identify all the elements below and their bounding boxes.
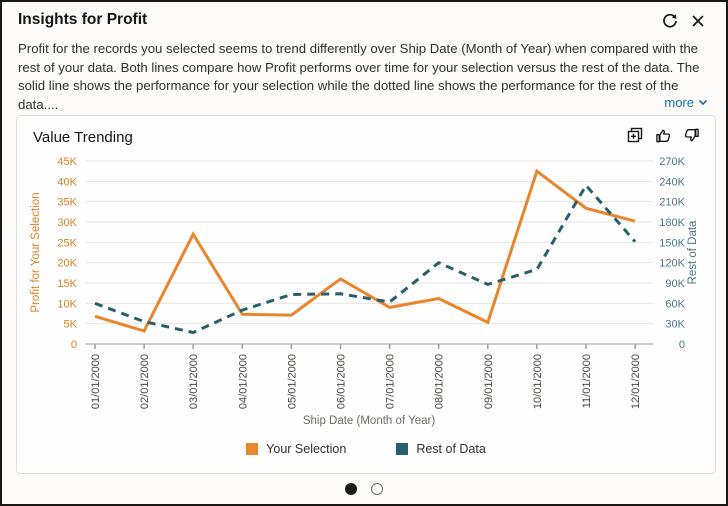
x-axis-tick-label: 01/01/2000 [90, 354, 102, 409]
right-axis-tick-label: 0 [679, 339, 685, 351]
right-axis-tick-label: 120K [659, 258, 685, 270]
left-axis-tick-label: 30K [57, 217, 77, 229]
right-axis-tick-label: 180K [659, 217, 685, 229]
value-trending-chart[interactable]: 0 0 5K 30K 10K 60K 15K 90K 20K 120K 25K 150K 30K 180K… [17, 152, 715, 438]
thumbs-down-icon [684, 128, 699, 142]
x-axis-tick-label: 10/01/2000 [532, 354, 544, 409]
right-axis-tick-label: 30K [665, 319, 685, 331]
x-axis-tick-label: 04/01/2000 [237, 354, 249, 409]
thumbs-up-button[interactable] [654, 126, 673, 145]
right-axis-tick-label: 150K [659, 237, 685, 249]
chart-title: Value Trending [33, 129, 133, 146]
left-axis-tick-label: 25K [57, 237, 77, 249]
legend-item-1[interactable]: Rest of Data [396, 442, 486, 456]
x-axis-tick-label: 09/01/2000 [483, 354, 495, 409]
right-axis-tick-label: 90K [665, 278, 685, 290]
thumbs-down-button[interactable] [682, 126, 701, 145]
x-axis-tick-label: 12/01/2000 [630, 354, 642, 409]
x-axis-tick-label: 05/01/2000 [286, 354, 298, 409]
x-axis-tick-label: 02/01/2000 [139, 354, 151, 409]
legend-swatch [246, 443, 259, 455]
left-axis-tick-label: 10K [57, 298, 77, 310]
left-axis-tick-label: 20K [57, 258, 77, 270]
pagination [2, 483, 726, 495]
x-axis-title: Ship Date (Month of Year) [303, 415, 435, 427]
series-line-0[interactable] [94, 168, 636, 333]
close-icon [692, 15, 704, 27]
left-axis-tick-label: 15K [57, 278, 77, 290]
value-trending-card: Value Trending [16, 115, 716, 474]
card-actions [626, 126, 701, 145]
x-axis-tick-label: 06/01/2000 [336, 354, 348, 409]
left-axis-tick-label: 5K [64, 319, 78, 331]
page-dot-1[interactable] [345, 483, 357, 495]
right-axis-tick-label: 270K [659, 156, 685, 168]
right-axis-tick-label: 240K [659, 176, 685, 188]
more-link[interactable]: more [664, 95, 708, 110]
add-to-workbook-button[interactable] [626, 126, 645, 145]
series-line-1[interactable] [94, 182, 637, 335]
refresh-button[interactable] [660, 11, 680, 31]
legend-label: Your Selection [266, 442, 347, 456]
right-axis-tick-label: 210K [659, 197, 685, 209]
x-axis-tick-label: 08/01/2000 [434, 354, 446, 409]
legend-swatch [396, 443, 409, 455]
add-to-workbook-icon [627, 127, 643, 143]
x-axis-tick-label: 07/01/2000 [385, 354, 397, 409]
legend-item-0[interactable]: Your Selection [246, 442, 346, 456]
left-axis-tick-label: 45K [57, 156, 77, 168]
close-button[interactable] [688, 11, 708, 31]
legend-label: Rest of Data [416, 442, 486, 456]
thumbs-up-icon [656, 129, 671, 143]
x-axis-tick-label: 03/01/2000 [188, 354, 200, 409]
insight-description: Profit for the records you selected seem… [18, 41, 700, 112]
dialog-title: Insights for Profit [18, 11, 148, 28]
right-axis-tick-label: 60K [665, 298, 685, 310]
more-label: more [664, 95, 694, 110]
left-axis-title: Profit for Your Selection [30, 192, 42, 312]
left-axis-tick-label: 0 [71, 339, 77, 351]
refresh-icon [663, 13, 677, 28]
x-axis-tick-label: 11/01/2000 [581, 354, 593, 408]
chart-legend: Your Selection Rest of Data [17, 442, 715, 456]
page-dot-2[interactable] [371, 483, 383, 495]
left-axis-tick-label: 40K [57, 176, 77, 188]
right-axis-title: Rest of Data [687, 220, 699, 285]
chevron-down-icon [698, 99, 708, 106]
left-axis-tick-label: 35K [57, 197, 77, 209]
